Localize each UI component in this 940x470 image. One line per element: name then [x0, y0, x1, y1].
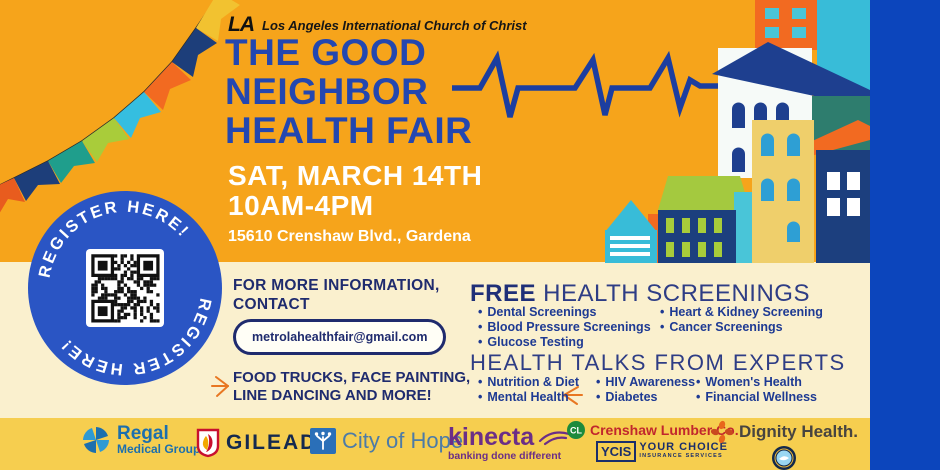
screenings-heading-bold: FREE	[470, 280, 537, 307]
crenshaw-name: Crenshaw Lumber Co.	[590, 422, 739, 438]
screening-item: • Dental Screenings	[478, 305, 597, 319]
screening-item: • Blood Pressure Screenings	[478, 320, 651, 334]
regal-name: Regal	[117, 423, 169, 444]
contact-heading-line1: FOR MORE INFORMATION,	[233, 277, 440, 294]
dignity-health-name: Dignity Health.	[739, 422, 859, 441]
regal-subtitle: Medical Group	[117, 442, 201, 456]
screenings-list: • Dental Screenings • Blood Pressure Scree…	[470, 305, 823, 350]
houses-illustration	[605, 0, 870, 263]
right-border	[870, 0, 940, 470]
sponsor-kinecta: kinecta banking done different	[448, 425, 572, 462]
sparkle-icon	[211, 376, 229, 397]
regal-pinwheel-icon	[83, 427, 109, 453]
sponsor-gilead: GILEAD	[196, 428, 317, 458]
register-badge[interactable]: REGISTER HERE! REGISTER HERE!	[25, 188, 225, 388]
kinecta-name: kinecta	[448, 423, 535, 451]
screening-item: • Heart & Kidney Screening	[660, 305, 823, 319]
screening-item: • Cancer Screenings	[660, 320, 783, 334]
gilead-shield-icon	[196, 428, 220, 458]
event-title: THE GOOD NEIGHBOR HEALTH FAIR	[225, 33, 472, 150]
contact-heading: FOR MORE INFORMATION, CONTACT	[233, 276, 440, 314]
extras-line2: LINE DANCING AND MORE!	[233, 387, 432, 404]
city-of-hope-icon	[310, 428, 336, 454]
event-title-line2: NEIGHBOR	[225, 71, 429, 112]
heartbeat-ekg-icon	[452, 50, 738, 118]
crenshaw-cl-icon: CL	[567, 421, 585, 439]
city-of-hope-name: City of Hope	[342, 428, 464, 453]
sparkle-icon	[563, 386, 583, 405]
event-date: SAT, MARCH 14TH	[228, 160, 483, 191]
extras-line1: FOOD TRUCKS, FACE PAINTING,	[233, 369, 471, 386]
sponsor-city-of-hope: City of Hope	[310, 428, 463, 454]
svg-text:CL: CL	[570, 426, 582, 436]
gilead-name: GILEAD	[226, 431, 318, 454]
bunting-flags-icon	[0, 0, 240, 213]
talk-item: • Women's Health	[696, 375, 802, 389]
dignity-flower-icon	[710, 420, 734, 444]
church-logo: LA	[228, 13, 255, 36]
extras-text: FOOD TRUCKS, FACE PAINTING, LINE DANCING…	[233, 369, 470, 405]
screenings-heading-rest: HEALTH SCREENINGS	[536, 280, 810, 307]
event-when-where: SAT, MARCH 14TH 10AM-4PM 15610 Crenshaw …	[228, 161, 482, 246]
screening-item: • Glucose Testing	[478, 335, 584, 349]
sponsor-dignity-health: Dignity Health.	[710, 420, 858, 470]
event-time: 10AM-4PM	[228, 190, 374, 221]
talks-list: • Nutrition & Diet • Mental Health • HIV Aw…	[470, 375, 817, 405]
event-address: 15610 Crenshaw Blvd., Gardena	[228, 228, 471, 245]
talk-item: • Financial Wellness	[696, 390, 818, 404]
talk-item: • Diabetes	[596, 390, 658, 404]
sponsor-strip-background	[0, 418, 870, 470]
ycis-insurance-services: INSURANCE SERVICES	[639, 453, 723, 459]
talk-item: • Mental Health	[478, 390, 569, 404]
event-title-line3: HEALTH FAIR	[225, 110, 473, 151]
kinecta-tagline: banking done different	[448, 450, 562, 462]
email-button[interactable]: metrolahealthfair@gmail.com	[233, 319, 447, 355]
sponsor-crenshaw-lumber: CL Crenshaw Lumber Co. YCIS YOUR CHOICE …	[566, 420, 739, 462]
dignity-seal-icon	[772, 446, 796, 470]
talks-heading: HEALTH TALKS FROM EXPERTS	[470, 350, 846, 375]
talk-item: • Nutrition & Diet	[478, 375, 580, 389]
contact-heading-line2: CONTACT	[233, 296, 310, 313]
church-name: Los Angeles International Church of Chri…	[262, 17, 527, 33]
ycis-logo: YCIS	[596, 441, 637, 462]
event-title-line1: THE GOOD	[225, 32, 427, 73]
talk-item: • HIV Awareness	[596, 375, 696, 389]
sponsor-ycis: YCIS YOUR CHOICE INSURANCE SERVICES	[596, 441, 728, 462]
ycis-your-choice: YOUR CHOICE	[639, 441, 728, 453]
qr-code[interactable]	[91, 254, 160, 323]
church-branding: LA Los Angeles International Church of C…	[228, 13, 527, 37]
screenings-heading: FREE HEALTH SCREENINGS	[470, 280, 810, 308]
sponsor-regal: Regal Medical Group	[80, 424, 200, 456]
